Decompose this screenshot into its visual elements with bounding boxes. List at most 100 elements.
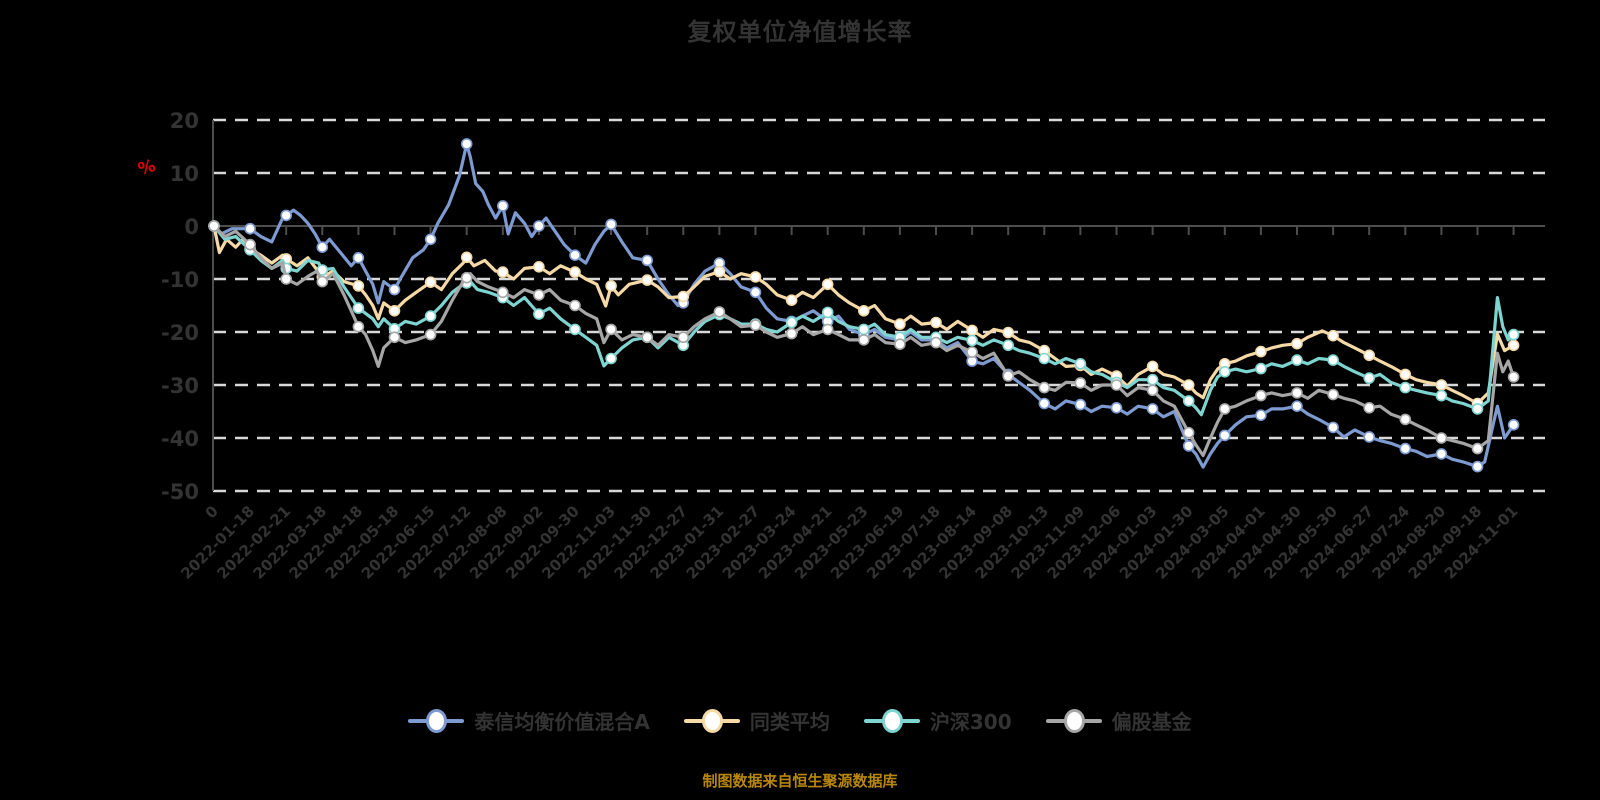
- series-marker: [244, 222, 256, 235]
- series-marker: [533, 308, 545, 320]
- series-marker: [1219, 365, 1231, 378]
- series-marker: [1471, 442, 1484, 455]
- series-marker: [1182, 379, 1195, 391]
- series-marker: [244, 238, 256, 251]
- series-marker: [352, 280, 365, 292]
- series-marker: [894, 318, 906, 330]
- series-marker: [533, 220, 545, 232]
- series-marker: [1327, 329, 1339, 342]
- series-marker: [1435, 448, 1448, 460]
- plot-canvas: 20100-10-20-30-40-50%02022-01-182022-02-…: [136, 109, 1545, 583]
- series-marker: [749, 319, 762, 331]
- series-marker: [1219, 403, 1231, 415]
- series-marker: [1002, 339, 1015, 352]
- series-marker: [1038, 381, 1051, 394]
- series-marker: [1507, 371, 1520, 383]
- series-marker: [1146, 403, 1159, 415]
- legend-item-3[interactable]: 沪深300: [863, 706, 1012, 735]
- series-marker: [1399, 413, 1412, 426]
- data-source-caption: 制图数据来自恒生聚源数据库: [702, 772, 898, 790]
- series-marker: [1399, 442, 1412, 455]
- series-marker: [569, 266, 581, 278]
- series-marker: [424, 328, 437, 341]
- y-tick-label: 20: [170, 109, 199, 133]
- series-marker: [1110, 401, 1123, 414]
- series-marker: [280, 209, 293, 222]
- series-marker: [1255, 345, 1267, 358]
- series-marker: [352, 251, 365, 264]
- series-marker: [1507, 339, 1520, 352]
- series-marker: [1074, 377, 1087, 389]
- legend-circle: [701, 708, 723, 733]
- series-marker: [857, 334, 870, 346]
- series-marker: [857, 323, 870, 336]
- series-marker: [1146, 373, 1159, 386]
- series-marker: [1182, 426, 1195, 439]
- series-marker: [1363, 431, 1375, 443]
- series-marker: [569, 249, 581, 261]
- series-marker: [424, 310, 437, 322]
- legend-label: 偏股基金: [1111, 710, 1192, 734]
- series-marker: [388, 331, 401, 344]
- y-axis-unit-label: %: [136, 156, 158, 180]
- series-marker: [1182, 440, 1195, 452]
- series-marker: [460, 138, 473, 150]
- series-marker: [1182, 395, 1195, 407]
- y-tick-label: -40: [161, 427, 199, 451]
- series-marker: [1291, 400, 1303, 413]
- x-tick-label: 0: [202, 502, 222, 522]
- series-marker: [1291, 387, 1303, 399]
- legend-label: 沪深300: [929, 710, 1012, 734]
- series-marker: [605, 218, 617, 231]
- legend-line-circle-icon: [1045, 708, 1102, 733]
- series-marker: [1291, 354, 1303, 366]
- legend-item-1[interactable]: 泰信均衡价值混合A: [408, 706, 650, 735]
- legend-line-circle-icon: [863, 708, 920, 733]
- legend-label: 同类平均: [749, 710, 830, 734]
- y-tick-label: 10: [170, 162, 199, 186]
- series-marker: [1399, 368, 1412, 381]
- series-marker: [1327, 354, 1339, 366]
- series-marker: [785, 316, 798, 329]
- series-marker: [496, 200, 509, 212]
- series-marker: [352, 302, 365, 314]
- series-marker: [785, 327, 798, 340]
- series-marker: [388, 283, 401, 296]
- series-marker: [785, 294, 798, 307]
- series-marker: [1074, 398, 1087, 411]
- series-marker: [1255, 389, 1267, 402]
- series-marker: [1507, 328, 1520, 341]
- series-marker: [424, 276, 437, 289]
- series-marker: [1146, 384, 1159, 397]
- series-marker: [930, 316, 942, 329]
- series-marker: [352, 320, 365, 333]
- legend-line-circle-icon: [408, 708, 465, 733]
- series-marker: [1255, 362, 1267, 375]
- legend-circle: [426, 708, 448, 733]
- series-marker: [605, 323, 617, 336]
- series-marker: [1146, 360, 1159, 373]
- series-marker: [388, 304, 401, 317]
- series-marker: [641, 331, 654, 344]
- series-marker: [857, 304, 870, 317]
- series-marker: [496, 286, 509, 299]
- legend-item-4[interactable]: 偏股基金: [1045, 706, 1192, 735]
- y-tick-label: -10: [161, 268, 199, 292]
- chart-legend: 泰信均衡价值混合A 同类平均 沪深300 偏股基金: [0, 706, 1600, 735]
- series-marker: [713, 306, 726, 318]
- series-marker: [1291, 337, 1303, 350]
- series-marker: [677, 290, 690, 303]
- series-marker: [821, 278, 834, 291]
- chart-title: 复权单位净值增长率: [687, 18, 913, 46]
- series-marker: [605, 352, 617, 365]
- legend-label: 泰信均衡价值混合A: [474, 710, 650, 734]
- series-marker: [316, 275, 329, 288]
- series-marker: [749, 271, 762, 283]
- series-marker: [424, 233, 437, 246]
- series-marker: [280, 273, 293, 285]
- series-marker: [1471, 403, 1484, 415]
- legend-item-2[interactable]: 同类平均: [683, 706, 830, 735]
- series-marker: [1038, 352, 1051, 365]
- series-marker: [1074, 357, 1087, 370]
- series-marker: [930, 336, 942, 349]
